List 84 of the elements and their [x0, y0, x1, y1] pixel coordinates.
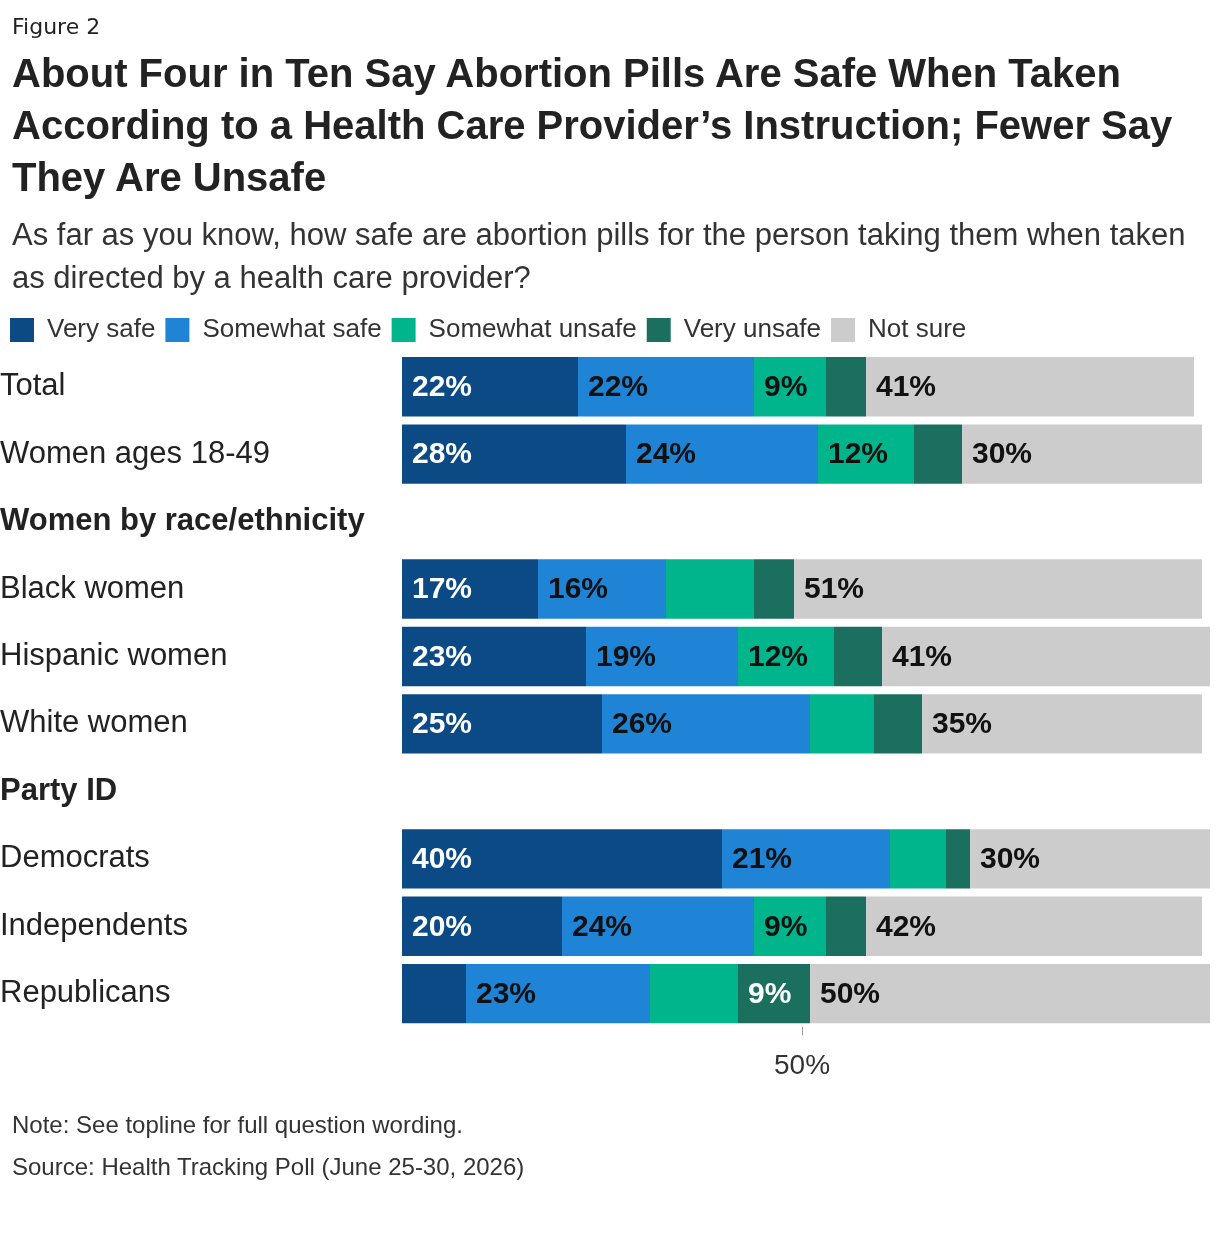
- data-label: 19%: [596, 638, 657, 672]
- data-label: 41%: [892, 638, 953, 672]
- data-label: 20%: [412, 908, 473, 942]
- data-label: 28%: [412, 436, 473, 470]
- data-label: 41%: [876, 368, 937, 402]
- data-label: 51%: [804, 571, 865, 605]
- bar: [586, 626, 738, 687]
- data-label: 12%: [748, 638, 809, 672]
- bar: [794, 559, 1202, 619]
- data-label: 35%: [932, 706, 993, 740]
- bar: [922, 694, 1202, 754]
- bar: [818, 424, 914, 484]
- legend-label: Not sure: [868, 313, 967, 344]
- data-label: 24%: [636, 436, 697, 470]
- data-label: 12%: [828, 436, 889, 470]
- bar: [890, 829, 946, 889]
- bar: [946, 829, 970, 889]
- data-label: 30%: [980, 841, 1041, 875]
- caption: Figure 2: [12, 14, 102, 39]
- bar: [754, 559, 794, 619]
- data-label: 23%: [476, 975, 537, 1009]
- y-tick-label: Black women: [0, 569, 185, 605]
- bar: [562, 896, 754, 956]
- bar: [810, 964, 1210, 1024]
- bar: [826, 896, 866, 956]
- bar: [874, 694, 922, 754]
- bar: [970, 829, 1210, 889]
- chart-title: About Four in Ten Say Abortion Pills Are Safe When Taken According to a Health Care Provider’s Instruction; Fewer Say They Are Unsafe: [12, 50, 1174, 201]
- bar: [538, 559, 666, 619]
- bar: [666, 559, 754, 619]
- bar: [826, 357, 866, 417]
- data-label: 42%: [876, 908, 937, 942]
- bar: [650, 964, 738, 1024]
- y-tick-label: Party ID: [0, 771, 118, 807]
- bar: [402, 626, 586, 687]
- data-label: 24%: [572, 908, 633, 942]
- bar: [962, 424, 1202, 484]
- data-label: 9%: [764, 908, 808, 942]
- legend-label: Somewhat unsafe: [428, 313, 637, 344]
- bar: [882, 626, 1210, 687]
- bar: [578, 357, 754, 417]
- data-label: 23%: [412, 638, 473, 672]
- bar: [626, 424, 818, 484]
- bar: [866, 896, 1202, 956]
- bar: [402, 896, 562, 956]
- bar: [602, 694, 810, 754]
- y-tick-label: Total: [0, 367, 66, 403]
- legend-label: Very safe: [47, 313, 156, 344]
- y-tick-label: Democrats: [0, 839, 150, 875]
- legend-label: Somewhat safe: [202, 313, 382, 344]
- y-tick-label: Hispanic women: [0, 637, 228, 673]
- data-label: 25%: [412, 706, 473, 740]
- source-note: Source: Health Tracking Poll (June 25-30, 2026): [12, 1153, 526, 1181]
- bar: [914, 424, 962, 484]
- y-tick-label: White women: [0, 704, 188, 740]
- data-label: 40%: [412, 841, 473, 875]
- bar: [402, 424, 626, 484]
- bar: [402, 829, 722, 889]
- data-label: 17%: [412, 571, 473, 605]
- data-label: 26%: [612, 706, 673, 740]
- data-label: 9%: [764, 368, 808, 402]
- bar: [402, 559, 538, 619]
- data-label: 21%: [732, 841, 793, 875]
- data-label: 9%: [748, 975, 792, 1009]
- y-tick-label: Independents: [0, 906, 188, 942]
- y-tick-label: Republicans: [0, 974, 171, 1010]
- bar: [810, 694, 874, 754]
- bar: [834, 626, 882, 687]
- data-label: 22%: [412, 368, 473, 402]
- y-tick-label: Women by race/ethnicity: [0, 502, 366, 538]
- legend-label: Very unsafe: [683, 313, 822, 344]
- chart-subtitle: As far as you know, how safe are abortion pills for the person taking them when taken as directed by a health care provider?: [12, 216, 1187, 297]
- bar: [722, 829, 890, 889]
- data-label: 30%: [972, 436, 1033, 470]
- data-label: 22%: [588, 368, 649, 402]
- data-label: 50%: [820, 975, 881, 1009]
- bar: [466, 964, 650, 1024]
- text: Note: See topline for full question wording.: [12, 1111, 464, 1139]
- bar: [402, 357, 578, 417]
- data-label: 16%: [548, 571, 609, 605]
- bar: [866, 357, 1194, 417]
- y-tick-label: Women ages 18-49: [0, 434, 270, 470]
- bar: [402, 964, 466, 1024]
- bar: [402, 694, 602, 754]
